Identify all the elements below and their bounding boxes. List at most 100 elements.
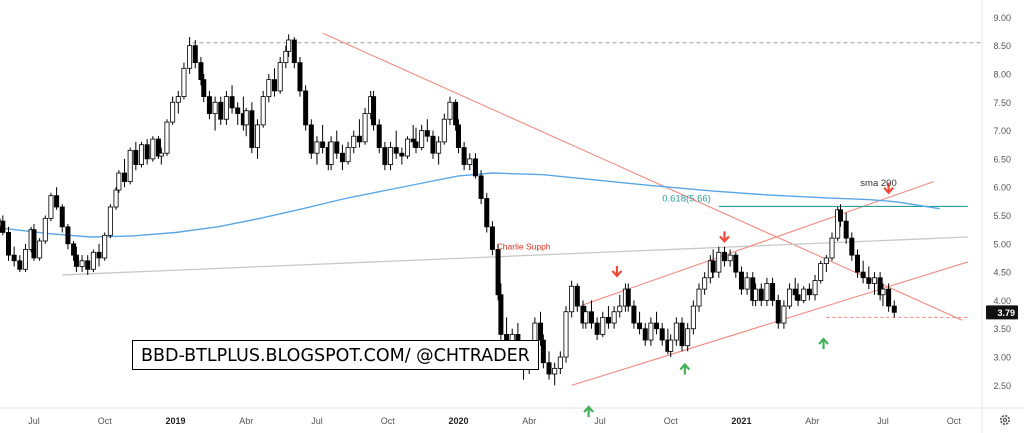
x-tick-label: 2021 (731, 416, 751, 426)
candle-body (286, 39, 292, 52)
candles-layer (0, 34, 897, 386)
candle-body (447, 101, 453, 120)
y-tick-label: 4.00 (993, 296, 1011, 306)
candle-body (71, 243, 77, 256)
candle-body (144, 144, 150, 160)
fib-label: 0.618(5.66) (662, 193, 711, 204)
candle-body (382, 147, 388, 165)
candle-body (181, 67, 187, 97)
candle-body (441, 118, 447, 143)
candle-body (668, 339, 674, 352)
candle-body (690, 305, 696, 330)
candle-body (849, 237, 855, 256)
candle-body (775, 300, 781, 324)
candle-body (297, 62, 303, 92)
candle-body (79, 260, 85, 267)
candle-body (249, 110, 255, 148)
candle-body (552, 367, 558, 375)
candle-body (424, 130, 430, 137)
x-tick-label: Jul (594, 416, 606, 426)
y-tick-label: 3.50 (993, 324, 1011, 334)
candle-body (721, 251, 727, 262)
x-tick-label: Oct (947, 416, 962, 426)
candle-body (744, 277, 750, 290)
candle-body (73, 254, 79, 267)
candle-body (17, 260, 23, 270)
x-tick-label: 2019 (165, 416, 185, 426)
candle-body (277, 62, 283, 92)
x-tick-label: Jul (28, 416, 40, 426)
candle-body (371, 96, 377, 126)
x-tick-label: Jul (311, 416, 323, 426)
candle-body (138, 144, 144, 165)
candle-body (758, 288, 764, 301)
trendline-layer (62, 32, 982, 386)
buy-arrow-icon (583, 405, 594, 417)
candle-body (727, 254, 733, 262)
sell-arrow-icon (719, 231, 730, 244)
sma-label: sma 200 (860, 178, 896, 189)
arrow-head (583, 405, 594, 413)
arrow-head (679, 362, 691, 371)
candle-body (625, 288, 631, 307)
candle-body (806, 288, 812, 296)
gear-teeth (999, 414, 1010, 425)
candle-body (48, 195, 54, 219)
y-tick-label: 5.00 (993, 239, 1011, 249)
y-tick-label: 5.50 (993, 211, 1011, 221)
y-tick-label: 3.00 (993, 353, 1011, 363)
candle-body (495, 249, 501, 296)
support-label: Charlie Supph (497, 241, 551, 251)
candle-body (314, 141, 320, 154)
sma200-line (0, 172, 940, 238)
candle-body (362, 113, 368, 143)
gear-icon[interactable] (999, 414, 1010, 425)
y-tick-label: 4.50 (993, 268, 1011, 278)
candle-body (569, 285, 575, 313)
candle-body (835, 209, 841, 239)
candle-body (54, 195, 60, 208)
candle-body (738, 271, 744, 290)
gear-hub (1002, 417, 1008, 423)
candle-body (399, 152, 405, 157)
candle-body (733, 254, 739, 273)
candle-body (223, 96, 229, 120)
x-tick-label: Oct (381, 416, 396, 426)
candle-body (877, 277, 883, 296)
sma-layer (0, 172, 940, 238)
candle-body (617, 305, 623, 313)
candle-body (540, 339, 546, 364)
watermark-box: BBD-BTLPLUS.BLOGSPOT.COM/ @CHTRADER (132, 340, 539, 370)
candle-body (413, 141, 419, 148)
candle-body (235, 107, 241, 114)
candle-body (37, 240, 43, 259)
candle-body (829, 237, 835, 259)
arrow-head (818, 337, 829, 345)
y-tick-label: 8.50 (993, 41, 1011, 51)
candle-body (574, 285, 580, 307)
candle-body (484, 198, 490, 228)
y-axis: 2.50 3.00 3.50 4.00 4.50 5.00 5.50 6.00 6.50 7.00… (986, 13, 1018, 391)
candle-body (642, 328, 648, 341)
candle-body (538, 322, 544, 341)
candle-body (122, 172, 128, 182)
x-tick-label: Jul (877, 416, 889, 426)
x-tick-label: Abr (239, 416, 253, 426)
candle-body (260, 96, 266, 126)
candle-body (455, 124, 461, 148)
candle-body (419, 130, 425, 148)
candle-body (823, 257, 829, 265)
candle-body (22, 249, 28, 270)
candle-body (303, 90, 309, 126)
candle-body (218, 101, 224, 120)
candle-body (659, 328, 665, 341)
arrow-head (611, 270, 623, 278)
candle-body (127, 149, 133, 182)
candle-body (339, 152, 345, 163)
arrow-layer (583, 182, 894, 417)
candle-body (654, 322, 660, 330)
candle-body (866, 277, 872, 284)
candle-body (192, 45, 198, 64)
candle-body (605, 317, 611, 324)
